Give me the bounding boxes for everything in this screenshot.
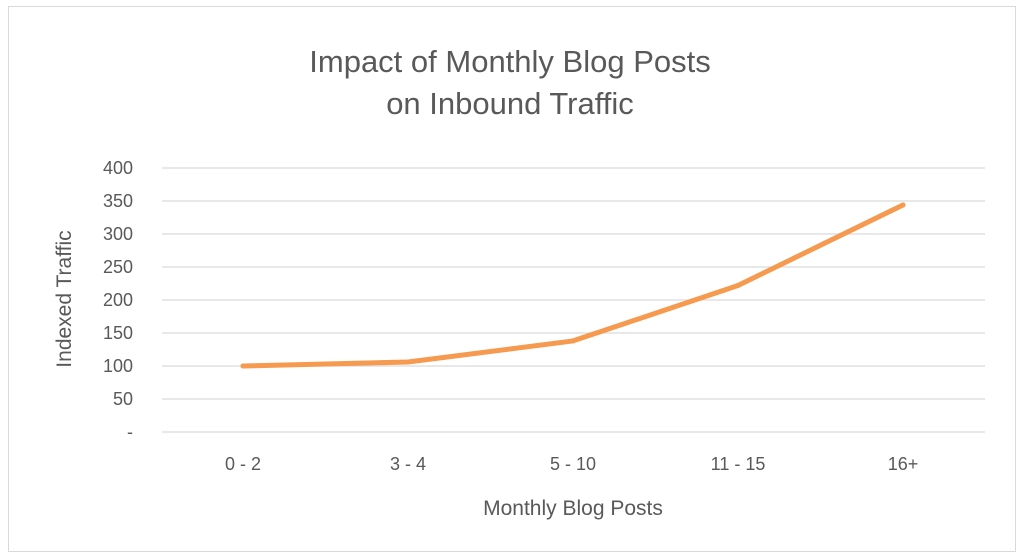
x-axis-label: Monthly Blog Posts [483,497,663,520]
x-tick-label: 3 - 4 [390,454,426,474]
x-tick-label: 11 - 15 [711,454,766,474]
x-tick-label: 16+ [888,454,919,474]
y-tick-label: 400 [103,158,133,178]
y-axis-label: Indexed Traffic [53,230,76,367]
data-point [405,359,411,365]
data-point [240,363,246,369]
y-axis-ticks: - 50 100 150 200 250 300 350 400 [103,158,133,442]
y-tick-label: - [127,422,133,442]
y-tick-label: 250 [103,257,133,277]
y-tick-label: 150 [103,323,133,343]
chart-title-line-1: Impact of Monthly Blog Posts [309,44,710,79]
x-axis-ticks: 0 - 2 3 - 4 5 - 10 11 - 15 16+ [225,454,918,474]
x-tick-label: 0 - 2 [225,454,261,474]
y-tick-label: 350 [103,191,133,211]
chart-title-line-2: on Inbound Traffic [386,86,634,121]
data-point [570,338,576,344]
y-tick-label: 200 [103,290,133,310]
series-layer [240,202,906,369]
y-tick-label: 100 [103,356,133,376]
gridlines [162,167,985,433]
data-point [735,282,741,288]
y-tick-label: 300 [103,224,133,244]
y-tick-label: 50 [113,389,133,409]
data-point [900,202,906,208]
chart-frame [8,6,1016,552]
x-tick-label: 5 - 10 [550,454,596,474]
